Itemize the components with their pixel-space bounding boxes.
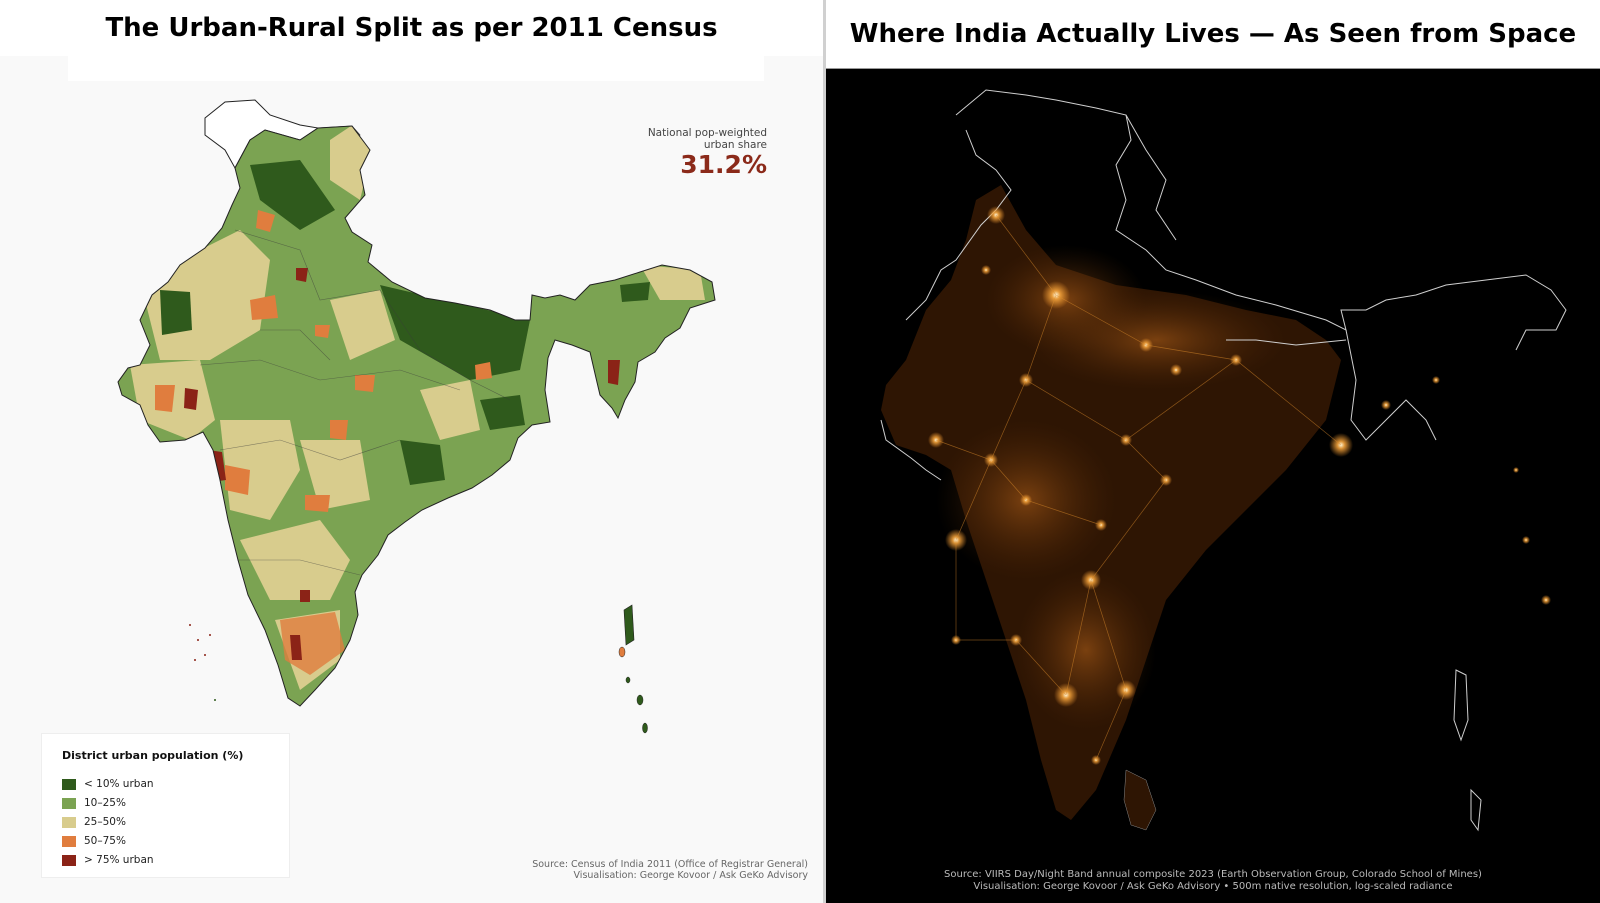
legend-swatch	[62, 835, 76, 847]
district-region	[300, 590, 310, 602]
district-region	[184, 388, 198, 410]
panel-divider	[823, 0, 826, 903]
district-region	[300, 440, 370, 510]
legend-label: 50–75%	[84, 835, 126, 847]
legend-item: < 10% urban	[62, 777, 154, 791]
legend-item: 10–25%	[62, 796, 126, 810]
urban-share-label-line1: National pop-weighted	[647, 127, 767, 139]
district-region	[220, 420, 300, 520]
district-region	[290, 635, 302, 660]
night-lights-panel: Where India Actually Lives — As Seen fro…	[826, 0, 1600, 903]
district-region	[420, 380, 480, 440]
source-credit: Source: VIIRS Day/Night Band annual comp…	[826, 869, 1600, 893]
district-region	[475, 362, 492, 380]
right-panel-title: Where India Actually Lives — As Seen fro…	[826, 0, 1600, 69]
district-region	[640, 265, 705, 300]
district-region	[400, 440, 445, 485]
legend-swatch	[62, 778, 76, 790]
night-lights-map	[880, 89, 1567, 832]
source-line: Source: VIIRS Day/Night Band annual comp…	[944, 869, 1482, 880]
legend-item: 50–75%	[62, 834, 126, 848]
legend-title: District urban population (%)	[62, 749, 244, 762]
legend-item: 25–50%	[62, 815, 126, 829]
census-map-panel: The Urban-Rural Split as per 2011 Census	[0, 0, 823, 881]
nicobar-islands-outline	[1470, 788, 1482, 832]
legend-label: 25–50%	[84, 816, 126, 828]
legend-swatch	[62, 854, 76, 866]
sri-lanka	[1123, 769, 1157, 831]
census-choropleth-map	[117, 99, 716, 734]
legend-item: > 75% urban	[62, 853, 154, 867]
district-region	[250, 160, 335, 230]
source-credit: Source: Census of India 2011 (Office of …	[532, 859, 808, 881]
left-panel-title: The Urban-Rural Split as per 2011 Census	[0, 0, 823, 56]
district-region	[250, 295, 278, 320]
legend-label: < 10% urban	[84, 778, 154, 790]
district-region	[155, 385, 175, 412]
legend-label: 10–25%	[84, 797, 126, 809]
map-legend: District urban population (%) < 10% urba…	[41, 733, 290, 878]
district-region	[315, 325, 330, 338]
district-patches	[130, 126, 705, 690]
settlement-networks	[935, 214, 1342, 761]
south-glow	[1016, 570, 1156, 730]
urban-share-value: 31.2%	[680, 150, 767, 179]
district-region	[256, 210, 275, 232]
district-region	[330, 290, 395, 360]
district-region	[380, 285, 530, 380]
lakshadweep-islands	[189, 624, 216, 701]
district-region	[608, 360, 620, 385]
district-region	[480, 395, 525, 430]
district-region	[355, 375, 375, 392]
district-region	[225, 465, 250, 495]
credit-line: Visualisation: George Kovoor / Ask GeKo …	[973, 881, 1453, 892]
source-line: Source: Census of India 2011 (Office of …	[532, 859, 808, 870]
credit-line: Visualisation: George Kovoor / Ask GeKo …	[573, 870, 808, 881]
legend-swatch	[62, 816, 76, 828]
district-region	[296, 268, 308, 282]
district-region	[160, 290, 192, 335]
legend-swatch	[62, 797, 76, 809]
andaman-islands-outline	[1453, 669, 1469, 742]
state-boundaries	[199, 229, 511, 576]
urban-share-label-line2: urban share	[703, 139, 767, 151]
andaman-nicobar-islands	[618, 604, 648, 734]
gangetic-plain-glow	[1026, 290, 1286, 390]
district-region	[305, 495, 330, 512]
header-strip	[68, 56, 764, 81]
urban-share-label: National pop-weighted urban share	[648, 127, 767, 151]
district-region	[330, 420, 348, 440]
india-outline	[117, 125, 716, 707]
district-region	[620, 282, 650, 302]
legend-label: > 75% urban	[84, 854, 154, 866]
